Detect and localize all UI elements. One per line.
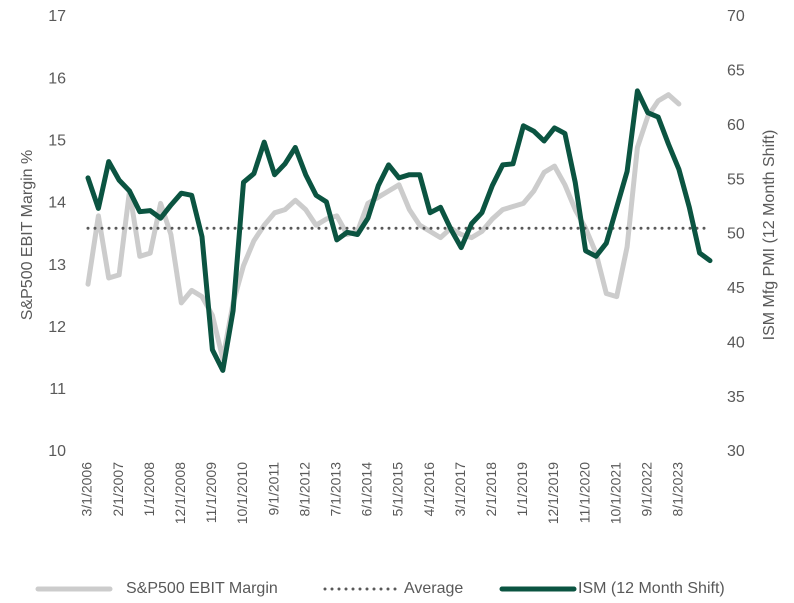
x-tick-label: 10/1/2021: [607, 462, 623, 524]
y-tick-label: 16: [48, 70, 66, 87]
y2-tick-label: 30: [727, 443, 745, 460]
y-tick-label: 12: [48, 319, 66, 336]
x-tick-label: 2/1/2018: [483, 462, 499, 517]
x-tick-label: 9/1/2022: [639, 462, 655, 517]
x-tick-label: 9/1/2011: [265, 462, 281, 516]
y2-tick-label: 35: [727, 389, 745, 406]
x-tick-label: 7/1/2013: [328, 462, 344, 517]
legend-label: ISM (12 Month Shift): [578, 580, 725, 597]
y-axis-title: S&P500 EBIT Margin %: [19, 150, 36, 320]
legend-label: Average: [404, 580, 463, 597]
x-tick-label: 12/1/2008: [172, 462, 188, 524]
y-tick-label: 17: [48, 8, 66, 25]
x-tick-label: 11/1/2009: [203, 462, 219, 523]
x-tick-label: 1/1/2008: [141, 462, 157, 517]
x-tick-label: 10/1/2010: [234, 462, 250, 524]
y2-tick-label: 40: [727, 334, 745, 351]
y-tick-label: 11: [49, 381, 66, 398]
x-tick-label: 3/1/2017: [452, 462, 468, 517]
series-line: [85, 88, 713, 373]
y2-tick-label: 70: [727, 8, 745, 25]
y2-tick-label: 60: [727, 117, 745, 134]
x-tick-label: 5/1/2015: [390, 462, 406, 517]
y2-tick-label: 50: [727, 226, 745, 243]
y2-tick-label: 55: [727, 171, 745, 188]
x-tick-label: 4/1/2016: [421, 462, 437, 517]
y-tick-label: 13: [48, 257, 66, 274]
y-tick-label: 15: [48, 133, 66, 150]
x-tick-label: 11/1/2020: [576, 462, 592, 523]
y2-axis-title: ISM Mfg PMI (12 Month Shift): [761, 130, 778, 341]
series-line: [85, 92, 682, 362]
x-tick-label: 1/1/2019: [514, 462, 530, 517]
y-tick-label: 14: [48, 195, 66, 212]
x-tick-label: 12/1/2019: [545, 462, 561, 524]
x-tick-label: 8/1/2012: [296, 462, 312, 517]
y-tick-label: 10: [48, 443, 66, 460]
x-tick-label: 6/1/2014: [359, 462, 375, 517]
x-tick-label: 8/1/2023: [670, 462, 686, 517]
legend-label: S&P500 EBIT Margin: [126, 580, 278, 597]
x-tick-label: 2/1/2007: [110, 462, 126, 517]
y2-tick-label: 65: [727, 63, 745, 80]
x-tick-label: 3/1/2006: [79, 462, 95, 517]
y2-tick-label: 45: [727, 280, 745, 297]
